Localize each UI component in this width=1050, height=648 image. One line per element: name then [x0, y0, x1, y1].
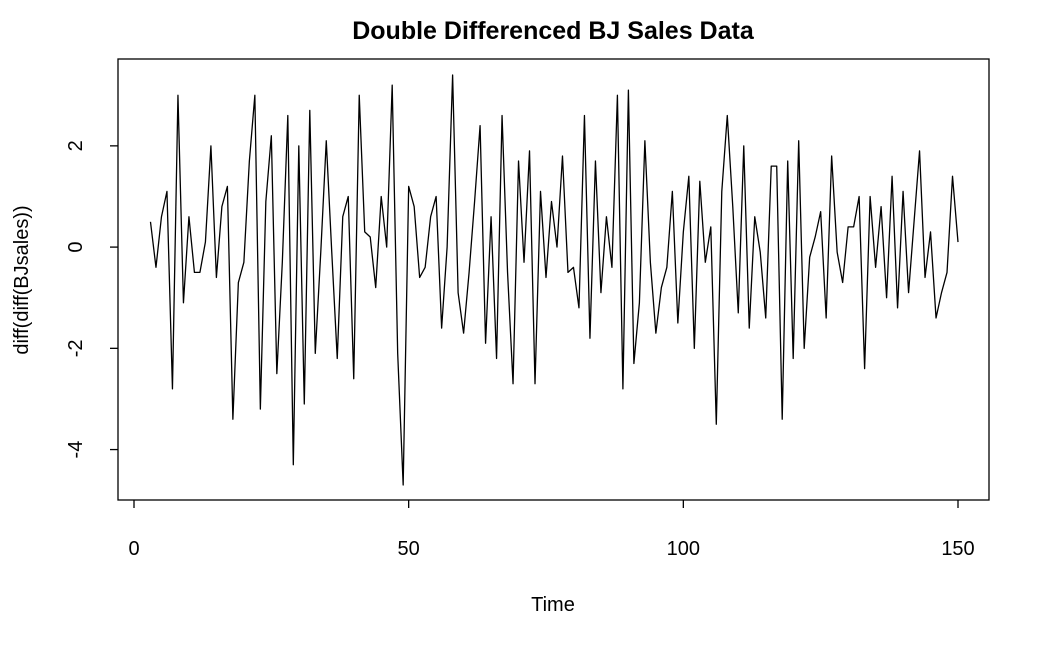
chart-title: Double Differenced BJ Sales Data	[352, 17, 755, 45]
x-tick-label: 0	[128, 538, 139, 560]
y-tick-label: 2	[65, 140, 87, 151]
x-axis: 0 50 100 150	[128, 500, 975, 560]
x-tick-label: 150	[941, 538, 974, 560]
y-tick-label: 0	[65, 242, 87, 253]
x-tick-label: 100	[667, 538, 700, 560]
series-line	[149, 74, 959, 486]
x-axis-label: Time	[531, 594, 575, 616]
x-tick-label: 50	[398, 538, 420, 560]
y-tick-label: -4	[65, 441, 87, 459]
y-axis-label: diff(diff(BJsales))	[11, 205, 33, 354]
y-tick-label: -2	[65, 339, 87, 357]
plot-frame	[117, 58, 990, 501]
y-axis: -4 -2 0 2	[65, 140, 118, 458]
